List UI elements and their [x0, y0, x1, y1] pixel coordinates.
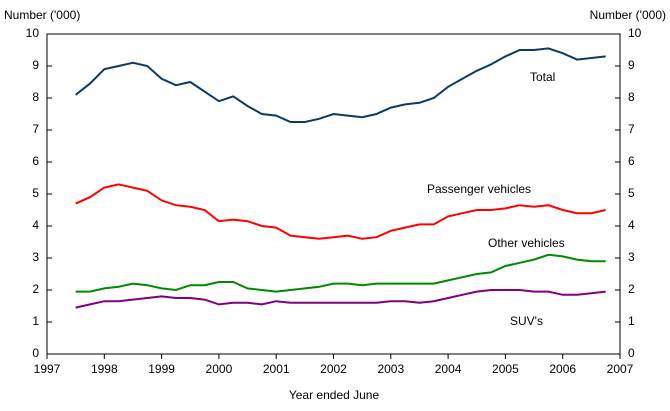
x-tick-label: 1998 [91, 362, 118, 376]
y2-tick-label: 4 [628, 218, 635, 232]
y2-tick-label: 3 [628, 250, 635, 264]
y-tick-label: 2 [32, 282, 39, 296]
x-tick-label: 1999 [148, 362, 175, 376]
y-tick-label: 6 [32, 154, 39, 168]
y-tick-label: 10 [26, 26, 40, 40]
x-tick-label: 1997 [34, 362, 61, 376]
x-tick-label: 2005 [492, 362, 519, 376]
series-line [75, 47, 606, 123]
x-axis-label: Year ended June [289, 388, 380, 402]
x-tick-label: 2004 [435, 362, 462, 376]
series-line [75, 289, 606, 309]
y-tick-label: 8 [32, 90, 39, 104]
x-tick-label: 2006 [549, 362, 576, 376]
y2-tick-label: 9 [628, 58, 635, 72]
y-tick-label: 3 [32, 250, 39, 264]
y-tick-label: 5 [32, 186, 39, 200]
x-tick-label: 2001 [263, 362, 290, 376]
y2-tick-label: 1 [628, 314, 635, 328]
series-label: Total [530, 70, 555, 84]
y2-tick-label: 5 [628, 186, 635, 200]
series-line [75, 183, 606, 240]
y-tick-label: 4 [32, 218, 39, 232]
series-label: Other vehicles [488, 236, 565, 250]
y-tick-label: 0 [32, 346, 39, 360]
x-tick-label: 2007 [607, 362, 634, 376]
y2-axis-label: Number ('000) [590, 8, 666, 22]
x-tick-label: 2003 [377, 362, 404, 376]
y2-tick-label: 2 [628, 282, 635, 296]
x-tick-label: 2002 [320, 362, 347, 376]
y2-tick-label: 10 [628, 26, 642, 40]
y2-tick-label: 7 [628, 122, 635, 136]
y2-tick-label: 6 [628, 154, 635, 168]
y2-tick-label: 8 [628, 90, 635, 104]
series-label: Passenger vehicles [427, 182, 531, 196]
y2-tick-label: 0 [628, 346, 635, 360]
series-label: SUV's [510, 314, 543, 328]
y-tick-label: 7 [32, 122, 39, 136]
y-axis-label: Number ('000) [4, 8, 80, 22]
y-tick-label: 1 [32, 314, 39, 328]
x-tick-label: 2000 [206, 362, 233, 376]
series-line [75, 253, 606, 293]
y-tick-label: 9 [32, 58, 39, 72]
